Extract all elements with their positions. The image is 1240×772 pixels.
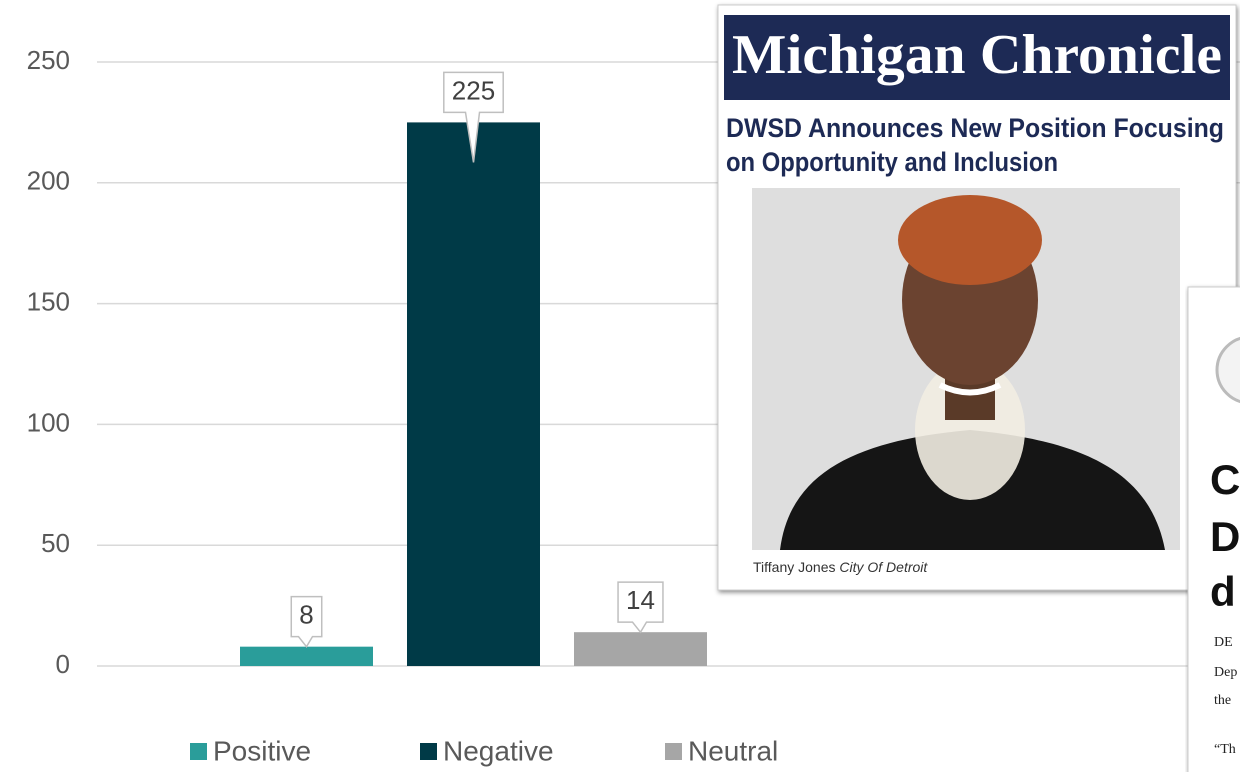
body-text: “Th <box>1214 742 1236 757</box>
y-tick-label: 200 <box>27 166 70 196</box>
data-label-text: 14 <box>626 585 655 615</box>
heading: D <box>1210 513 1240 560</box>
legend-swatch <box>190 743 207 760</box>
clipping: C D d DE Dep the “Th <box>1187 286 1240 772</box>
heading: C <box>1210 456 1240 503</box>
data-label: 8 <box>290 595 323 648</box>
heading: d <box>1210 568 1236 615</box>
body-text: the <box>1214 693 1231 708</box>
y-tick-label: 100 <box>27 407 70 437</box>
bar <box>407 122 540 666</box>
legend-label: Positive <box>213 735 311 766</box>
data-label-text: 8 <box>299 600 313 630</box>
y-tick-label: 0 <box>56 649 70 679</box>
headline: on Opportunity and Inclusion <box>726 147 1058 177</box>
data-label: 14 <box>617 581 664 634</box>
photo <box>752 188 1180 550</box>
data-label-box <box>617 581 664 634</box>
masthead-banner <box>724 15 1230 100</box>
caption-credit: City Of Detroit <box>839 559 928 575</box>
body-text: DE <box>1214 635 1233 650</box>
legend-label: Negative <box>443 735 554 766</box>
y-tick-label: 150 <box>27 286 70 316</box>
legend-swatch <box>665 743 682 760</box>
y-tick-label: 50 <box>41 528 70 558</box>
legend-label: Neutral <box>688 735 778 766</box>
data-label-box <box>290 595 323 648</box>
bar <box>574 632 707 666</box>
clipping: Michigan Chronicle DWSD Announces New Po… <box>717 4 1237 591</box>
headline: DWSD Announces New Position Focusing <box>726 113 1224 143</box>
body-text: Dep <box>1214 665 1237 680</box>
data-label-box <box>443 71 504 163</box>
y-tick-label: 250 <box>27 45 70 75</box>
photo-caption: Tiffany Jones City Of Detroit <box>753 559 928 575</box>
bar <box>240 646 373 666</box>
masthead: Michigan Chronicle <box>732 24 1222 86</box>
data-label: 225 <box>443 71 504 163</box>
legend-swatch <box>420 743 437 760</box>
data-label-text: 225 <box>452 75 495 105</box>
caption-name: Tiffany Jones <box>753 559 836 575</box>
logo <box>1215 336 1240 404</box>
